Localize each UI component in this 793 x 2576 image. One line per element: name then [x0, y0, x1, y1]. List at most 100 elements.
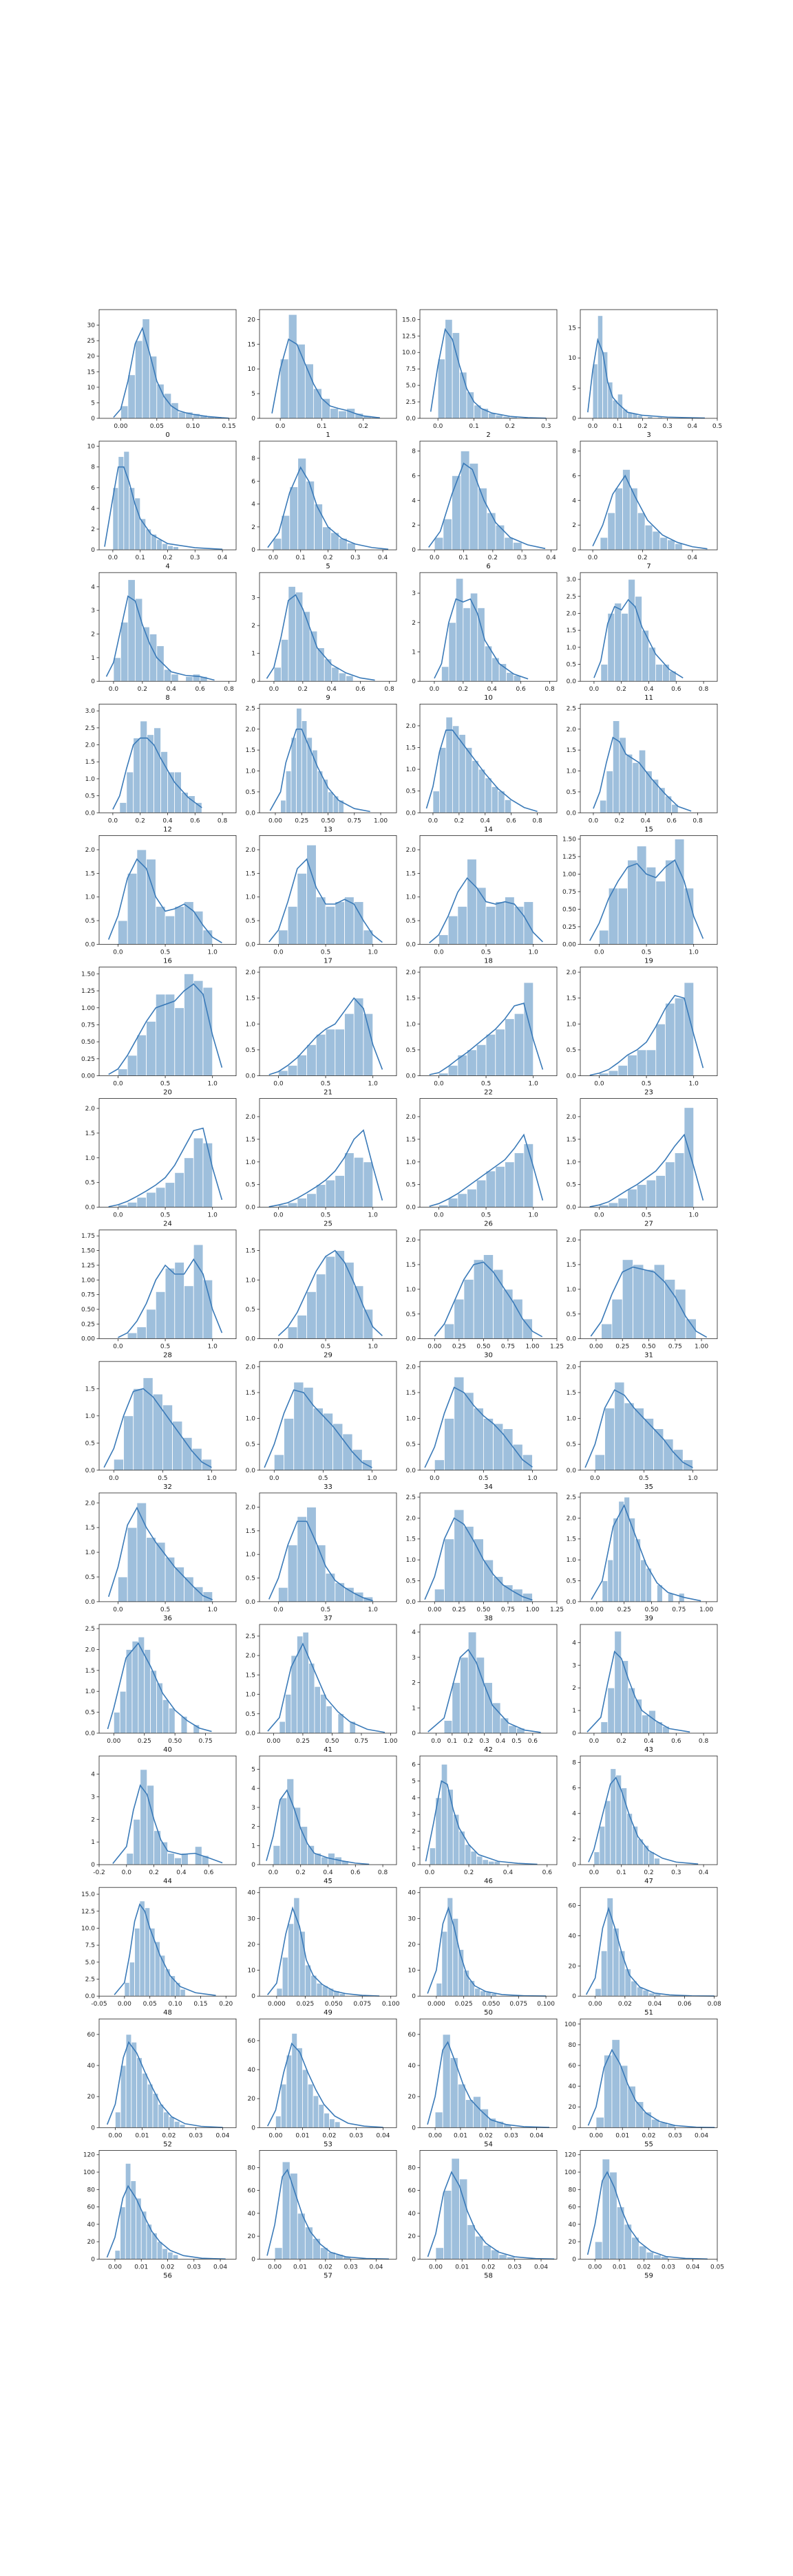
hist-bar: [124, 1982, 130, 1997]
x-axis-label: 41: [324, 1746, 332, 1754]
hist-bar: [119, 1690, 127, 1734]
y-tick-label: 1.50: [562, 836, 576, 843]
hist-bar: [493, 1423, 504, 1471]
hist-bar: [476, 1179, 487, 1208]
y-tick-label: 7.5: [85, 1942, 95, 1949]
x-tick-label: 0.02: [479, 2132, 493, 2139]
hist-bar: [146, 1537, 156, 1602]
kde-line: [108, 1127, 223, 1208]
x-tick-label: 0.1: [458, 555, 468, 561]
y-tick-label: 0.5: [85, 918, 95, 925]
kde-line: [427, 1649, 541, 1733]
y-tick-label: 1.5: [246, 1528, 255, 1535]
hist-bar: [606, 771, 613, 813]
x-tick-label: 0.0: [433, 423, 443, 430]
x-tick-label: 0.02: [162, 2132, 176, 2139]
hist-bar: [167, 2251, 173, 2260]
kde-line: [269, 728, 370, 813]
hist-bar: [608, 1070, 619, 1076]
hist-bar: [594, 1454, 605, 1471]
axes-frame: [98, 1098, 237, 1208]
axes-frame: [98, 2149, 237, 2260]
hist-bar: [495, 901, 505, 945]
hist-bar: [155, 1187, 166, 1208]
y-tick-label: 1.50: [81, 971, 95, 978]
y-tick-label: 0.5: [85, 1440, 95, 1447]
x-tick-label: 1.00: [374, 817, 388, 824]
y-tick-label: 60: [569, 2063, 577, 2070]
axes-frame: [419, 967, 558, 1076]
hist-bar: [457, 1193, 468, 1208]
y-tick-label: 0.75: [81, 1022, 95, 1029]
y-tick-label: 80: [569, 2187, 577, 2193]
y-tick-label: 1.5: [246, 1672, 255, 1679]
hist-bar: [335, 1175, 345, 1208]
y-tick-label: 2.5: [406, 1494, 416, 1501]
hist-bar: [127, 1202, 138, 1208]
hist-bar: [129, 487, 136, 550]
hist-bar: [154, 727, 161, 813]
x-tick-label: 0.0: [430, 686, 440, 693]
hist-bar: [306, 844, 317, 945]
kde-line: [103, 1388, 212, 1468]
axes-frame: [259, 1098, 397, 1208]
hist-bar: [302, 611, 310, 682]
hist-bar: [320, 1694, 327, 1734]
y-tick-label: 1.25: [81, 1263, 95, 1269]
y-tick-label: 2.0: [406, 1114, 416, 1121]
y-tick-label: 0.0: [567, 1336, 577, 1343]
y-tick-label: 0.00: [81, 1336, 95, 1343]
hist-bar: [464, 1844, 472, 1865]
kde-line: [434, 1261, 543, 1338]
x-tick-label: 1.0: [207, 1475, 217, 1482]
y-tick-label: 10: [87, 444, 96, 451]
y-tick-label: 1.5: [85, 759, 95, 766]
hist-bar: [646, 2251, 655, 2260]
x-axis-label: 42: [484, 1746, 493, 1754]
hist-bar: [134, 340, 143, 419]
x-tick-label: 0.4: [176, 1869, 187, 1876]
hist-bar: [607, 613, 615, 682]
axes-frame: [580, 835, 718, 945]
hist-bar: [279, 1721, 286, 1734]
y-tick-label: 4: [91, 584, 95, 591]
y-tick-label: 15.0: [402, 316, 416, 323]
hist-bar: [193, 1137, 204, 1208]
x-axis-label: 34: [484, 1483, 493, 1491]
hist-bar: [123, 451, 130, 550]
hist-bar: [162, 1699, 169, 1734]
x-tick-label: 0.00: [427, 1344, 441, 1351]
x-tick-label: 0.2: [454, 817, 464, 824]
subplot-50: 0.000 0.025 0.050 0.075 0.100 0 10 20 30 40 50: [408, 1887, 558, 2017]
hist-bar: [600, 537, 609, 550]
kde-line: [429, 1002, 544, 1075]
hist-bar: [674, 839, 685, 945]
x-tick-label: 0.01: [613, 2264, 626, 2271]
hist-bar: [278, 1204, 288, 1208]
hist-bar: [131, 2041, 138, 2128]
hist-bar: [599, 930, 609, 945]
y-tick-label: 1: [412, 649, 416, 656]
subplot-13: 0.00 0.25 0.50 0.75 1.00 0.0 0.5 1.0 1.5 2.0 2.5 13: [246, 703, 397, 833]
y-tick-label: 0: [251, 1993, 255, 2000]
hist-bar: [273, 1845, 281, 1865]
hist-bar: [452, 1682, 461, 1734]
y-tick-label: 0: [412, 1862, 416, 1869]
y-tick-label: 20: [87, 2094, 96, 2101]
hist-bar: [664, 1279, 676, 1340]
y-tick-label: 2.0: [246, 1505, 256, 1512]
x-tick-label: 1.00: [695, 1344, 708, 1351]
hist-bar: [684, 1107, 695, 1208]
kde-line: [587, 2048, 715, 2129]
hist-bar: [621, 1660, 629, 1734]
x-tick-label: 0.0: [430, 1475, 440, 1482]
y-tick-label: 1.0: [246, 1552, 256, 1558]
y-tick-label: 2.5: [246, 1633, 255, 1640]
hist-bar: [136, 1196, 147, 1208]
y-tick-label: 0: [412, 2125, 416, 2132]
x-tick-label: 1.0: [689, 949, 699, 956]
hist-bar: [304, 363, 314, 419]
y-tick-label: 1.5: [246, 1137, 255, 1144]
x-tick-label: 1.0: [368, 1081, 379, 1088]
hist-bar: [149, 634, 158, 682]
